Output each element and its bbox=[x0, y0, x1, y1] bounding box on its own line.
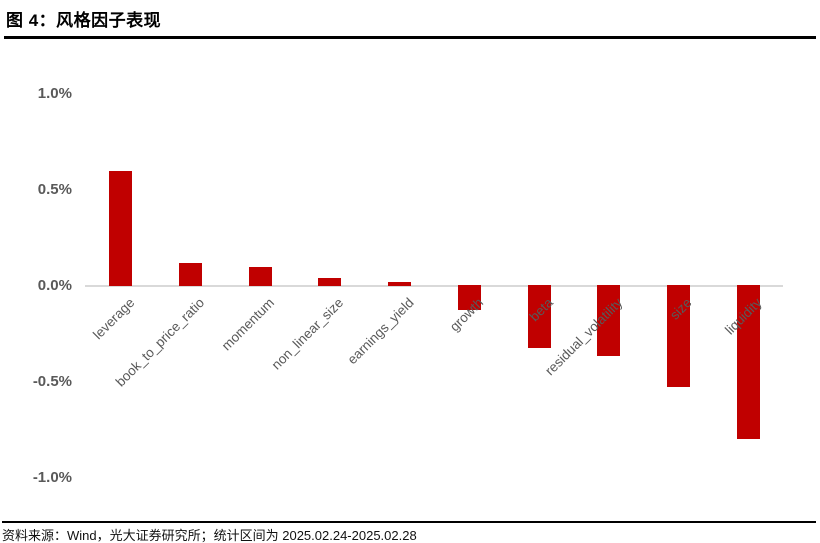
bar-momentum bbox=[248, 266, 272, 286]
y-axis-tick-label: 0.5% bbox=[37, 181, 72, 198]
x-category-label: non_linear_size bbox=[269, 295, 347, 373]
y-axis-tick-label: 0.0% bbox=[37, 277, 72, 294]
chart-title: 图 4：风格因子表现 bbox=[6, 11, 162, 30]
bar-book_to_price_ratio bbox=[179, 262, 202, 286]
bar-beta bbox=[527, 285, 551, 349]
x-axis-line bbox=[85, 285, 783, 287]
bar-liquidity bbox=[736, 285, 760, 439]
bar-non_linear_size bbox=[318, 278, 342, 286]
y-axis-tick-label: -1.0% bbox=[32, 469, 72, 486]
x-category-label: leverage bbox=[90, 295, 138, 343]
footer-divider bbox=[2, 521, 816, 523]
bar-earnings_yield bbox=[388, 282, 412, 286]
bar-growth bbox=[457, 285, 481, 310]
y-axis-tick-label: -0.5% bbox=[32, 373, 72, 390]
x-category-label: earnings_yield bbox=[344, 295, 417, 368]
bar-leverage bbox=[109, 170, 133, 286]
bar-residual_volatility bbox=[597, 285, 621, 357]
title-divider bbox=[4, 36, 816, 39]
bar-size bbox=[666, 285, 690, 387]
y-axis-tick-label: 1.0% bbox=[37, 85, 72, 102]
source-note: 资料来源：Wind，光大证券研究所；统计区间为 2025.02.24-2025.… bbox=[2, 528, 417, 543]
x-category-label: momentum bbox=[218, 295, 277, 354]
